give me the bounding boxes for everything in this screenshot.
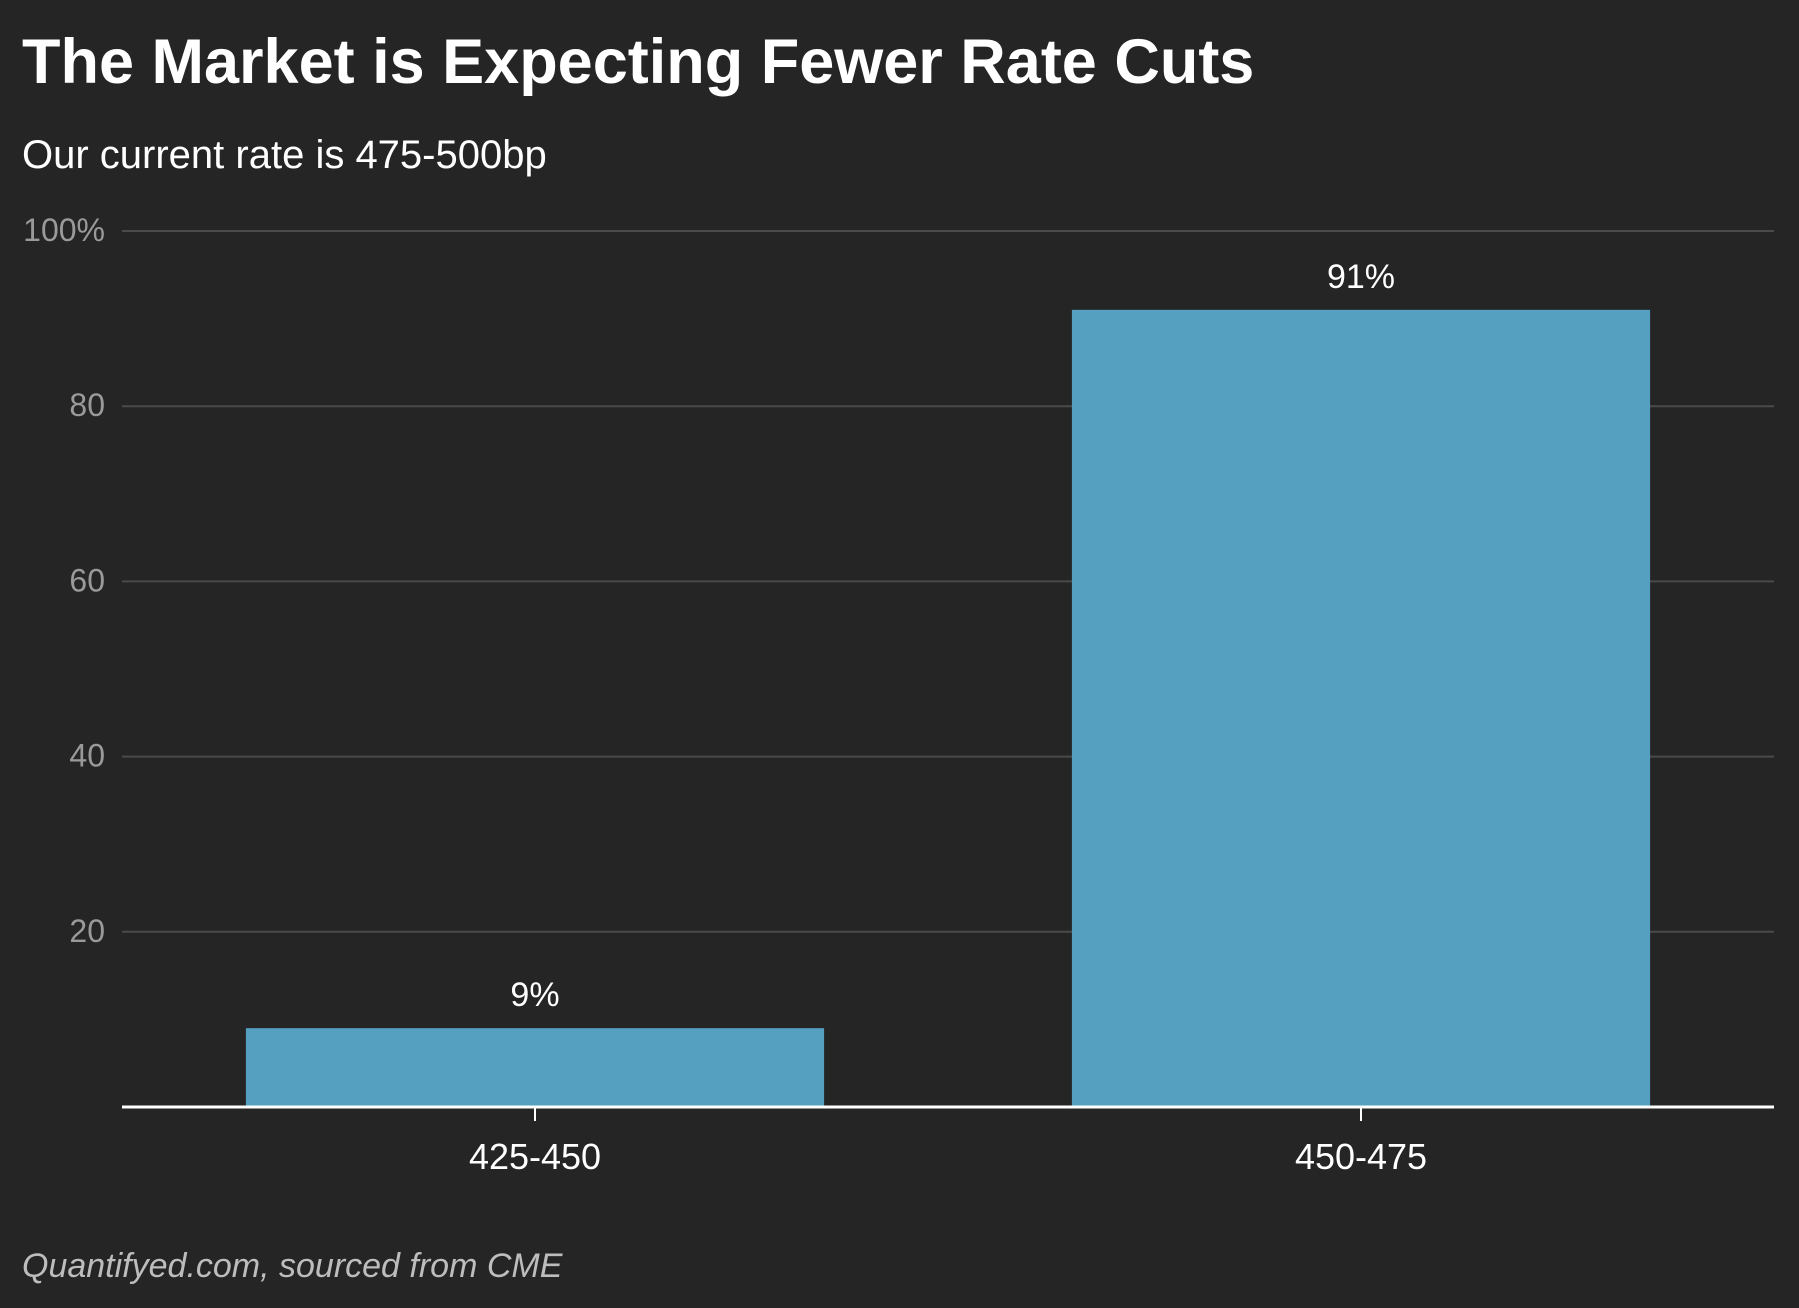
bar: [1071, 309, 1651, 1108]
y-tick-label: 80: [69, 387, 105, 423]
y-tick-label: 100%: [23, 212, 105, 248]
x-tick-label: 450-475: [1295, 1136, 1427, 1177]
bar-data-label: 91%: [1327, 258, 1395, 296]
y-tick-label: 20: [69, 913, 105, 949]
bar-data-label: 9%: [510, 976, 559, 1014]
bar: [245, 1028, 825, 1107]
y-tick-label: 40: [69, 738, 105, 774]
source-note: Quantifyed.com, sourced from CME: [22, 1247, 563, 1285]
x-tick-label: 425-450: [469, 1136, 601, 1177]
chart-title: The Market is Expecting Fewer Rate Cuts: [22, 27, 1255, 97]
bar-chart: 20 40 60 80 100% 9% 91% 425-450 450-475: [23, 212, 1774, 1177]
bar-data-labels: 9% 91%: [510, 258, 1395, 1014]
y-axis-tick-labels: 20 40 60 80 100%: [23, 212, 105, 949]
y-tick-label: 60: [69, 562, 105, 598]
chart-subtitle: Our current rate is 475-500bp: [22, 133, 547, 177]
x-axis: 425-450 450-475: [122, 1105, 1774, 1177]
bars: [245, 309, 1651, 1108]
